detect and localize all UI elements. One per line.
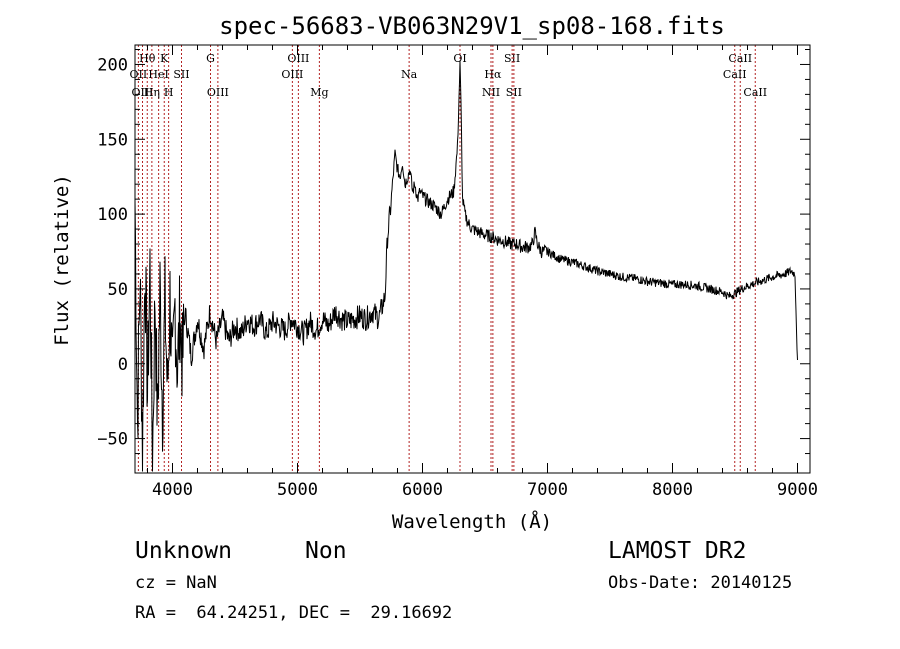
line-marker-label: H bbox=[164, 86, 174, 99]
y-tick-label: 200 bbox=[97, 55, 128, 75]
x-tick-label: 9000 bbox=[777, 480, 818, 500]
line-marker-label: K bbox=[160, 52, 169, 65]
line-marker-label: OIII bbox=[287, 52, 309, 65]
line-marker-label: Hα bbox=[484, 68, 502, 81]
x-axis: 4000 5000 6000 7000 8000 9000 bbox=[147, 45, 818, 500]
line-marker-label: Hη bbox=[144, 86, 160, 99]
line-marker-label: OIII bbox=[207, 86, 229, 99]
line-marker-label: OI bbox=[453, 52, 466, 65]
line-marker-label: OIII bbox=[281, 68, 303, 81]
line-marker-label: HeI bbox=[148, 68, 168, 81]
x-tick-label: 6000 bbox=[402, 480, 443, 500]
line-marker-label: Hθ bbox=[139, 52, 156, 65]
line-marker-label: Na bbox=[401, 68, 418, 81]
y-tick-label: 100 bbox=[97, 205, 128, 225]
y-tick-label: −50 bbox=[97, 430, 128, 450]
coordinates: RA = 64.24251, DEC = 29.16692 bbox=[135, 603, 453, 623]
line-marker-label: OIII bbox=[131, 86, 153, 99]
object-class: Unknown bbox=[135, 538, 232, 564]
chart-title: spec-56683-VB063N29V1_sp08-168.fits bbox=[219, 12, 725, 40]
line-marker-label: SII bbox=[506, 86, 522, 99]
x-tick-label: 8000 bbox=[652, 480, 693, 500]
plot-frame bbox=[134, 44, 811, 474]
x-tick-label: 4000 bbox=[152, 480, 193, 500]
line-marker-label: CaII bbox=[728, 52, 752, 65]
y-tick-label: 150 bbox=[97, 130, 128, 150]
line-marker-label: SII bbox=[504, 52, 520, 65]
line-marker-label: CaII bbox=[743, 86, 767, 99]
x-axis-label: Wavelength (Å) bbox=[392, 510, 552, 533]
y-tick-label: 0 bbox=[118, 355, 128, 375]
x-tick-label: 5000 bbox=[277, 480, 318, 500]
redshift-cz: cz = NaN bbox=[135, 573, 217, 593]
line-marker-label: G bbox=[206, 52, 215, 65]
observation-date: Obs-Date: 20140125 bbox=[608, 573, 793, 593]
line-marker-label: CaII bbox=[723, 68, 747, 81]
y-axis-label: Flux (relative) bbox=[51, 174, 73, 346]
x-tick-label: 7000 bbox=[527, 480, 568, 500]
line-marker-label: SII bbox=[173, 68, 189, 81]
spectral-line-markers: HθOIIOIIIKHeIHηSIIHGOIIIOIIIOIIIMgNaOIHα… bbox=[130, 45, 767, 473]
object-subclass: Non bbox=[305, 538, 347, 564]
line-marker-label: NII bbox=[482, 86, 500, 99]
y-axis: −50 0 50 100 150 200 bbox=[97, 48, 810, 455]
spectrum-line bbox=[134, 60, 798, 472]
y-tick-label: 50 bbox=[108, 280, 128, 300]
survey-name: LAMOST DR2 bbox=[608, 538, 747, 564]
line-marker-label: Mg bbox=[310, 86, 328, 99]
spectrum-series bbox=[134, 60, 798, 472]
